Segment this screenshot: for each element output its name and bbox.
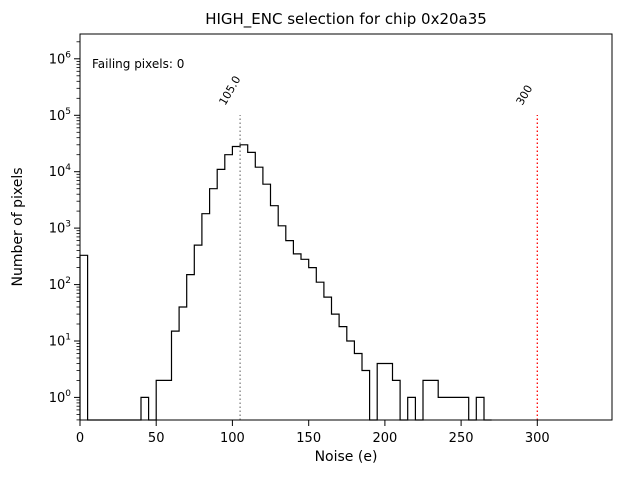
- x-tick-label: 250: [449, 431, 474, 446]
- x-tick-label: 50: [148, 431, 165, 446]
- histogram-path: [79, 144, 492, 421]
- x-tick-label: 200: [372, 431, 397, 446]
- x-tick-label: 150: [296, 431, 321, 446]
- x-tick-label: 300: [525, 431, 550, 446]
- y-axis-label: Number of pixels: [10, 167, 26, 286]
- chart-title: HIGH_ENC selection for chip 0x20a35: [205, 10, 487, 29]
- x-tick-label: 0: [76, 431, 84, 446]
- axes: [79, 33, 613, 421]
- failing-pixels-annotation: Failing pixels: 0: [92, 57, 184, 71]
- histogram-series: [79, 144, 492, 421]
- x-tick-label: 100: [220, 431, 245, 446]
- x-axis-label: Noise (e): [315, 449, 378, 465]
- axes-frame: [79, 33, 613, 421]
